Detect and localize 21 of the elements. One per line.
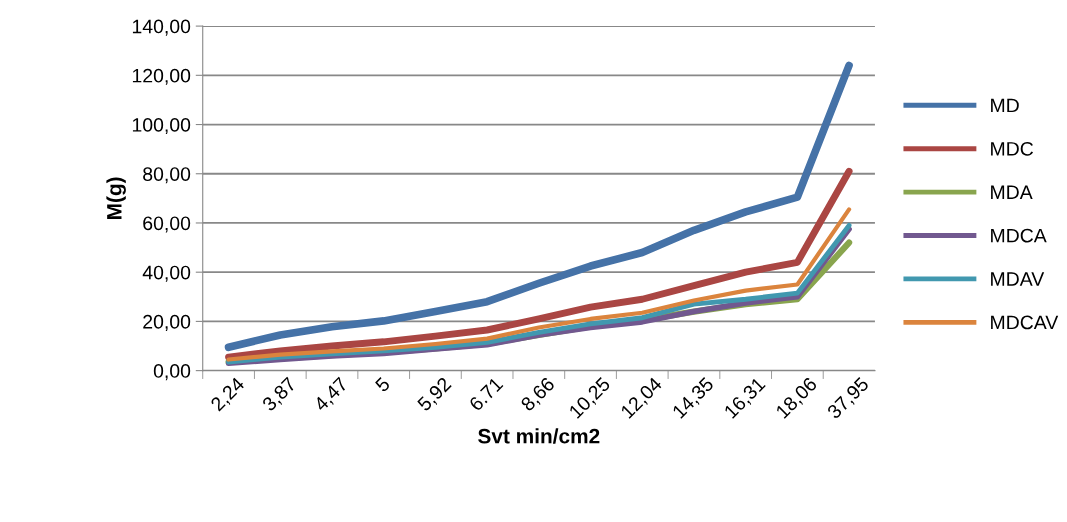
x-tick-label: 4,47 [313,376,351,414]
y-tick-label: 0,00 [153,364,191,381]
y-axis-title: M(g) [106,177,126,219]
y-tick-label: 60,00 [143,216,191,233]
x-tick-label: 8,66 [520,376,557,414]
x-tick-label: 5,92 [416,376,454,414]
y-tick-label: 140,00 [132,19,191,36]
legend-label: MDCAV [991,315,1059,330]
legend-label: MD [991,98,1019,113]
legend-label: MDCA [991,228,1047,243]
y-tick-label: 40,00 [142,265,191,282]
x-axis-title: Svt min/cm2 [478,428,600,444]
y-tick-label: 20,00 [143,314,191,331]
legend-label: MDA [991,185,1033,199]
y-tick-label: 100,00 [132,118,191,135]
x-tick-label: 5 [374,376,391,393]
legend-label: MDAV [991,272,1045,286]
legend-label: MDC [991,141,1034,156]
x-tick-label: 6.71 [468,376,504,412]
y-tick-label: 120,00 [132,68,191,85]
y-tick-label: 80,00 [143,167,191,184]
